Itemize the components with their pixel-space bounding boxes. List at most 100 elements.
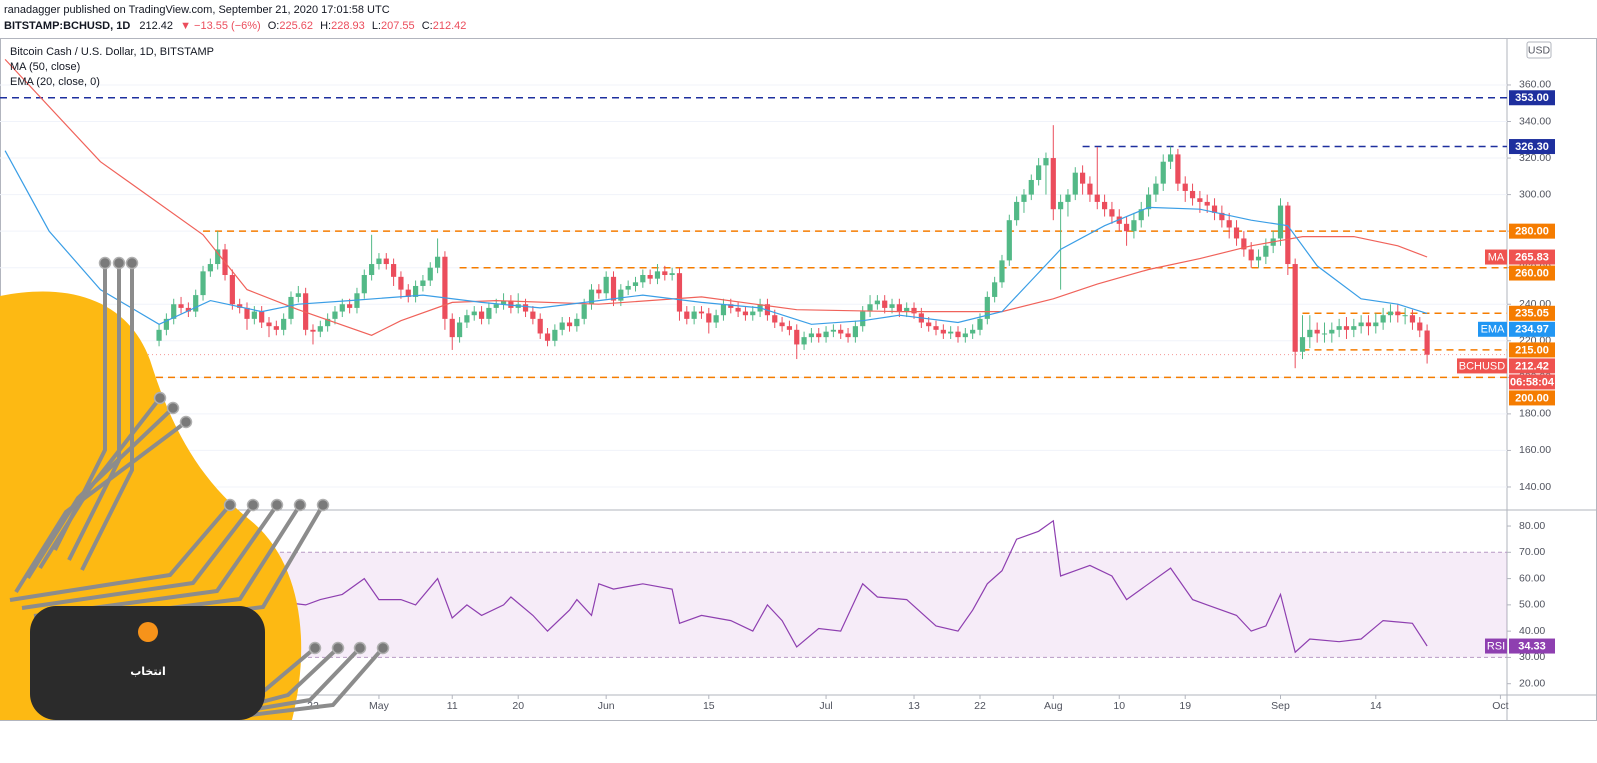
x-tick-label: 22 — [974, 700, 986, 712]
candle-body — [625, 285, 631, 290]
candle-body — [1101, 201, 1108, 210]
y-tick-label: 20.00 — [1519, 677, 1545, 689]
candle-body — [676, 273, 683, 312]
candle-body — [317, 326, 323, 332]
y-tick-label: 60.00 — [1519, 572, 1545, 584]
candle-body — [904, 307, 910, 312]
logo-node — [316, 498, 330, 512]
candle-body — [1292, 264, 1298, 352]
candle-body — [610, 276, 617, 301]
candle-body — [361, 275, 367, 294]
candle-body — [684, 311, 690, 319]
change: ▼ −13.55 (−6%) — [180, 20, 261, 32]
candle-body — [1160, 161, 1166, 184]
candle-body — [926, 322, 932, 327]
candle-body — [193, 295, 199, 312]
candle-body — [970, 329, 976, 334]
rsi-line — [261, 519, 1428, 654]
candle-body — [1387, 311, 1394, 316]
last-price: 212.42 — [139, 20, 173, 32]
candle-body — [1211, 205, 1218, 213]
badge-name: MA — [1488, 251, 1505, 263]
logo-node — [153, 391, 167, 405]
x-tick-label: 20 — [512, 700, 524, 712]
candle-body — [486, 307, 492, 319]
candle-body — [478, 311, 485, 319]
ohlc-key: H: — [320, 20, 331, 32]
price-badge — [1509, 265, 1555, 281]
candle-body — [779, 322, 785, 327]
y-tick-label: 360.00 — [1519, 79, 1551, 91]
x-tick-label: Oct — [1492, 700, 1508, 712]
x-tick-label: Jul — [819, 700, 832, 712]
candle-body — [1182, 183, 1188, 191]
x-tick-label: 19 — [1179, 700, 1191, 712]
currency-box — [1526, 41, 1552, 59]
candle-body — [1094, 194, 1100, 202]
logo-node — [98, 256, 112, 270]
candle-body — [1424, 330, 1430, 355]
candle-body — [178, 304, 184, 308]
candle-body — [882, 300, 888, 308]
x-tick-label: 14 — [1370, 700, 1382, 712]
candle-body — [295, 293, 301, 297]
candle-body — [303, 293, 309, 330]
candle-body — [581, 304, 587, 319]
ohlc-value: 225.62 — [279, 20, 313, 32]
price-badge — [1509, 139, 1555, 155]
candle-body — [1197, 198, 1203, 202]
logo-wire — [14, 420, 188, 594]
logo-node — [223, 498, 237, 512]
candle-body — [588, 289, 595, 305]
candle-body — [728, 304, 734, 308]
countdown-box — [1509, 374, 1555, 390]
y-tick-label: 50.00 — [1519, 599, 1545, 611]
candle-body — [376, 258, 382, 265]
candle-body — [603, 276, 609, 294]
y-tick-label: 30.00 — [1519, 651, 1545, 663]
candle-body — [962, 333, 968, 338]
candle-body — [1299, 337, 1306, 352]
badge-name-box — [1478, 321, 1507, 337]
price-badge — [1509, 321, 1555, 337]
logo-node — [376, 641, 390, 655]
candle-body — [735, 307, 741, 312]
x-tick-label: 15 — [703, 700, 715, 712]
rsi-badge — [1509, 638, 1555, 654]
candle-body — [1204, 201, 1210, 206]
logo-wire — [21, 503, 255, 610]
price-badge — [1509, 342, 1555, 358]
candle-body — [1065, 194, 1071, 202]
candle-body — [1365, 322, 1372, 327]
candle-body — [566, 322, 573, 327]
indicator-line — [4, 150, 1428, 325]
candle-body — [347, 304, 353, 308]
candle-body — [544, 333, 551, 341]
y-tick-label: 140.00 — [1519, 481, 1551, 493]
currency: USD — [1528, 44, 1551, 56]
price-badge-label: 212.42 — [1515, 360, 1549, 372]
logo-wire — [9, 503, 232, 602]
candle-body — [237, 304, 243, 308]
logo-text: انتخاب — [130, 665, 166, 678]
candle-body — [1263, 245, 1269, 257]
candle-body — [493, 304, 499, 308]
candle-body — [325, 318, 331, 327]
candle-body — [1351, 326, 1357, 330]
candle-body — [259, 311, 265, 323]
candle-body — [838, 329, 844, 334]
candle-body — [530, 311, 536, 319]
y-tick-label: 40.00 — [1519, 625, 1545, 637]
candle-body — [1343, 326, 1350, 330]
candle-body — [1373, 322, 1379, 327]
candle-body — [508, 300, 514, 308]
candle-body — [1336, 326, 1342, 330]
badge-name-box — [1485, 249, 1507, 265]
author-line: ranadagger published on TradingView.com,… — [4, 4, 390, 16]
candle-body — [1380, 315, 1386, 323]
candle-body — [640, 275, 646, 283]
badge-name: BCHUSD — [1459, 360, 1506, 372]
candle-body — [1028, 179, 1034, 195]
y-tick-label: 80.00 — [1519, 520, 1545, 532]
symbol: BITSTAMP:BCHUSD, 1D — [4, 20, 130, 32]
